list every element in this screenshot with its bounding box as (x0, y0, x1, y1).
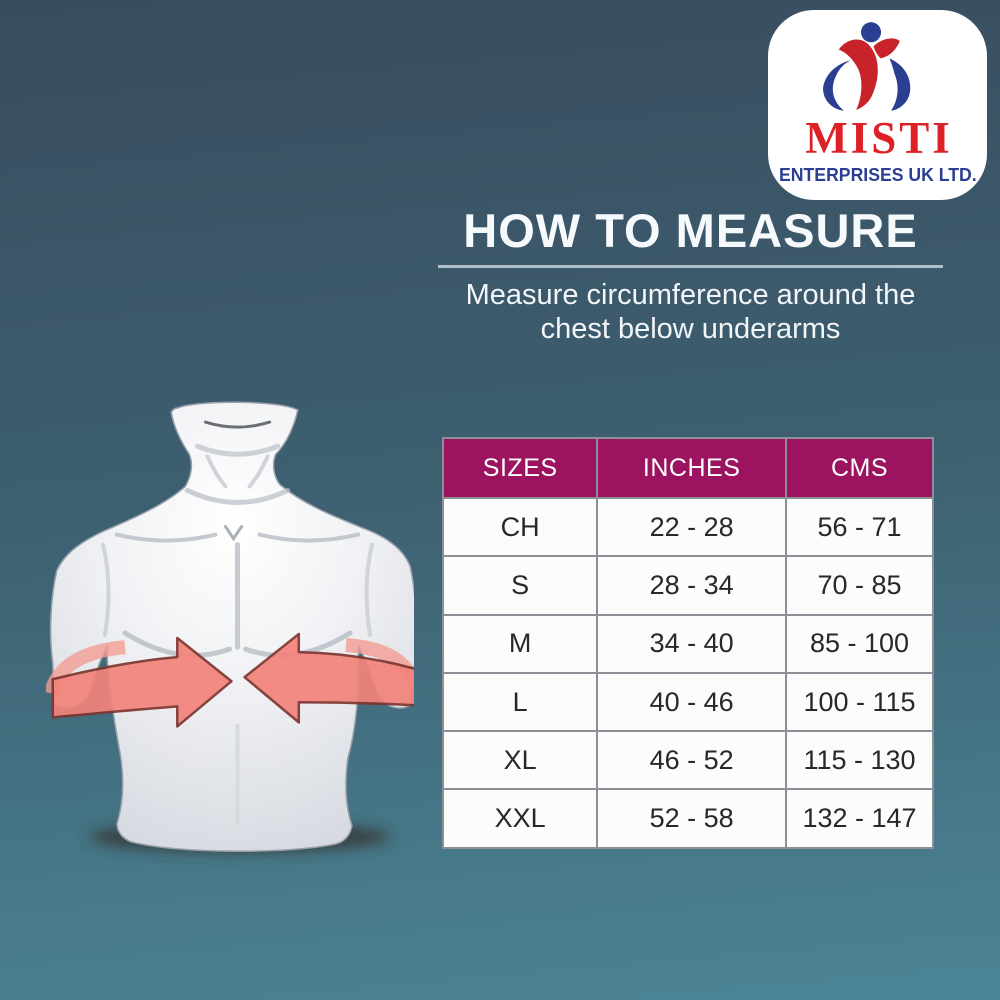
cms-cell: 100 - 115 (784, 671, 935, 733)
cms-cell: 85 - 100 (784, 613, 935, 674)
column-header-cms: CMS (784, 437, 935, 499)
measure-arrow-left (51, 636, 233, 728)
brand-name: MISTI (805, 113, 953, 163)
size-cell: CH (441, 496, 599, 558)
cms-cell: 115 - 130 (784, 730, 935, 791)
figure-body-red (838, 39, 878, 110)
inches-cell: 46 - 52 (596, 730, 787, 791)
brand-logo-icon (822, 22, 910, 111)
brand-subtitle: ENTERPRISES UK LTD. (778, 165, 977, 185)
size-row-xxl: XXL 52 - 58 132 - 147 (441, 788, 935, 849)
inches-cell: 28 - 34 (596, 555, 787, 616)
size-cell: M (441, 613, 599, 674)
cms-cell: 56 - 71 (784, 496, 935, 558)
figure-swoosh-blue-left (822, 60, 851, 111)
size-cell: XXL (441, 788, 599, 849)
instruction-line-1: Measure circumference around the (465, 279, 916, 311)
size-table-header-row: SIZES INCHES CMS (441, 437, 935, 499)
figure-head-blue (860, 22, 881, 43)
inches-cell: 34 - 40 (596, 613, 787, 674)
size-row-s: S 28 - 34 70 - 85 (441, 555, 935, 616)
torso-illustration (46, 401, 414, 852)
brand-logo-card: MISTI ENTERPRISES UK LTD. (768, 10, 987, 200)
instruction-line-2: chest below underarms (540, 312, 841, 345)
measure-instruction: Measure circumference around the chest b… (438, 279, 943, 346)
size-cell: XL (441, 730, 599, 791)
size-row-m: M 34 - 40 85 - 100 (441, 613, 935, 674)
measure-arrow-right (243, 632, 414, 724)
size-row-xl: XL 46 - 52 115 - 130 (441, 730, 935, 791)
figure-swoosh-blue-right (888, 58, 910, 111)
inches-cell: 52 - 58 (596, 788, 787, 849)
cms-cell: 132 - 147 (784, 788, 935, 849)
inches-cell: 40 - 46 (596, 671, 787, 733)
torso-body (49, 401, 414, 852)
size-chart-table: SIZES INCHES CMS CH 22 - 28 56 - 71 S 28… (441, 437, 935, 849)
size-cell: L (441, 671, 599, 733)
title-divider (438, 265, 943, 268)
column-header-sizes: SIZES (441, 437, 599, 499)
header-block: HOW TO MEASURE Measure circumference aro… (438, 203, 943, 346)
cms-cell: 70 - 85 (784, 555, 935, 616)
size-row-ch: CH 22 - 28 56 - 71 (441, 496, 935, 558)
page-title: HOW TO MEASURE (463, 204, 918, 257)
size-cell: S (441, 555, 599, 616)
inches-cell: 22 - 28 (596, 496, 787, 558)
figure-arm-red (873, 38, 900, 59)
column-header-inches: INCHES (596, 437, 787, 499)
size-row-l: L 40 - 46 100 - 115 (441, 671, 935, 733)
